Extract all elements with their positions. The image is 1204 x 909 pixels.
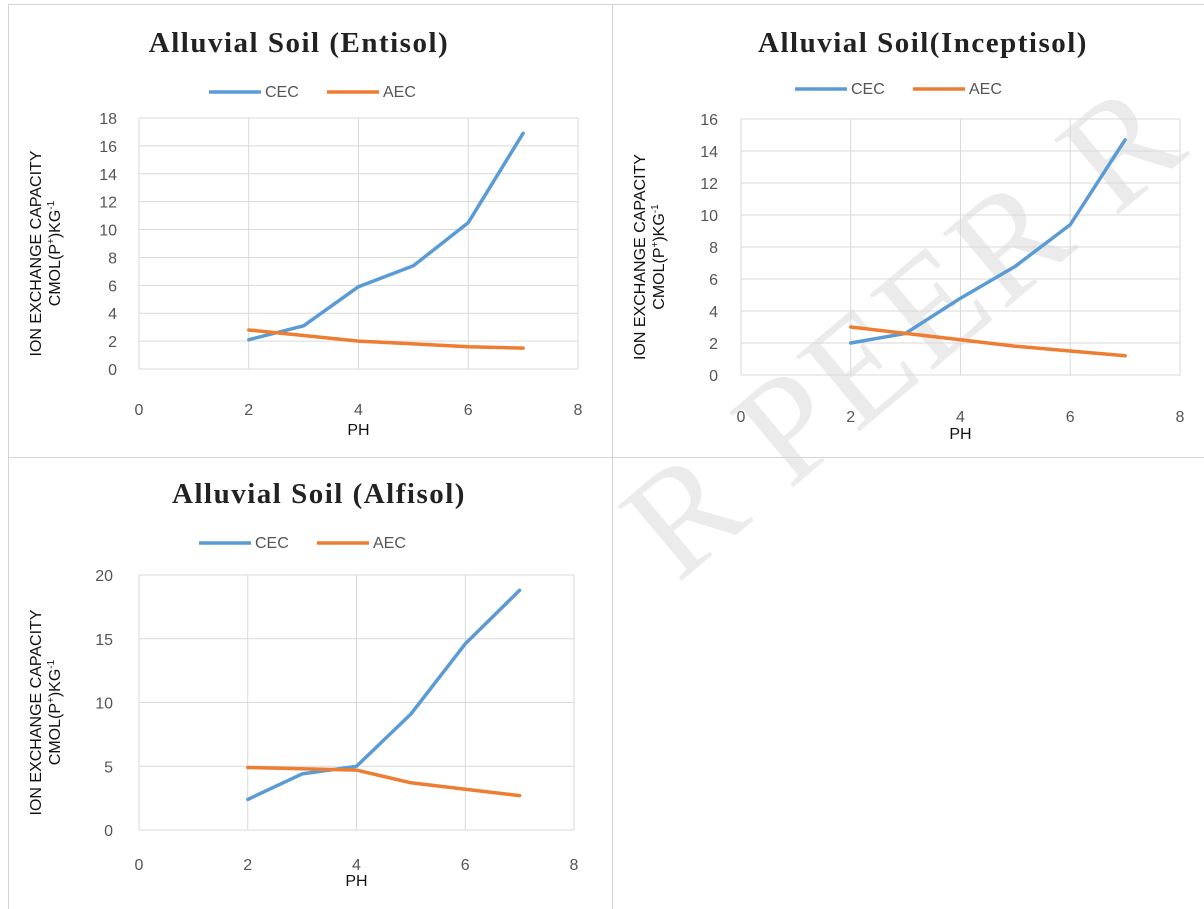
y-tick-label: 16 (99, 139, 117, 156)
legend-label-cec: CEC (265, 84, 299, 101)
chart-panel-inceptisol: Alluvial Soil(Inceptisol) CEC AEC 0 2 4 6 8 10 12… (613, 5, 1204, 457)
y-tick-label: 0 (108, 362, 117, 379)
chart-entisol: Alluvial Soil (Entisol) CEC AEC 0 2 4 6 8 10 12 14… (28, 27, 583, 439)
x-tick-label: 6 (1066, 409, 1075, 426)
chart-alfisol: Alluvial Soil (Alfisol) CEC AEC 0 5 10 15 20 0 2 4… (28, 478, 579, 890)
y-tick-label: 4 (108, 306, 117, 323)
y-tick-label: 15 (95, 632, 113, 649)
legend-label-aec: AEC (969, 81, 1002, 98)
legend: CEC AEC (795, 81, 1002, 98)
y-axis-label-mid: )KG (651, 213, 668, 241)
y-tick-label: 4 (709, 304, 718, 321)
y-tick-label: 0 (104, 823, 113, 840)
series-line-cec (247, 131, 525, 342)
y-axis-label-mid: )KG (47, 669, 64, 697)
y-tick-label: 20 (95, 568, 113, 585)
y-tick-label: 8 (709, 240, 718, 257)
series-line-cec (246, 588, 522, 802)
legend: CEC AEC (209, 84, 416, 101)
legend-label-cec: CEC (255, 535, 289, 552)
legend-label-aec: AEC (373, 535, 406, 552)
y-tick-label: 14 (99, 167, 117, 184)
chart-title: Alluvial Soil (Entisol) (149, 27, 449, 59)
chart-inceptisol: Alluvial Soil(Inceptisol) CEC AEC 0 2 4 6 8 10 12… (632, 27, 1185, 443)
chart-title: Alluvial Soil (Alfisol) (172, 478, 466, 510)
series-line-aec (247, 328, 525, 350)
x-axis-label: PH (345, 873, 367, 890)
series-line-aec (246, 765, 522, 798)
y-axis-label-line1: ION EXCHANGE CAPACITY (28, 150, 45, 356)
x-tick-label: 2 (243, 857, 252, 874)
chart-title: Alluvial Soil(Inceptisol) (758, 27, 1088, 59)
y-tick-label: 6 (108, 278, 117, 295)
y-axis-label-line2: CMOL(P (47, 703, 64, 765)
chart-panel-alfisol: Alluvial Soil (Alfisol) CEC AEC 0 5 10 15 20 0 2 4… (9, 458, 612, 909)
y-tick-label: 8 (108, 250, 117, 267)
y-tick-label: 12 (700, 176, 718, 193)
y-tick-label: 10 (700, 208, 718, 225)
y-tick-label: 2 (709, 336, 718, 353)
grid-border-top (8, 4, 1204, 5)
y-axis-label: ION EXCHANGE CAPACITY CMOL(P+)KG-1 (28, 609, 64, 815)
y-tick-label: 0 (709, 368, 718, 385)
legend-label-aec: AEC (383, 84, 416, 101)
y-axis-label-line1: ION EXCHANGE CAPACITY (28, 609, 45, 815)
y-tick-label: 10 (99, 223, 117, 240)
y-axis-label: ION EXCHANGE CAPACITY CMOL(P+)KG-1 (632, 154, 668, 360)
legend: CEC AEC (199, 535, 406, 552)
y-tick-label: 18 (99, 111, 117, 128)
x-tick-label: 6 (461, 857, 470, 874)
x-tick-label: 0 (737, 409, 746, 426)
y-tick-label: 10 (95, 696, 113, 713)
y-tick-label: 6 (709, 272, 718, 289)
x-axis-label: PH (949, 426, 971, 443)
y-axis-label-line2: CMOL(P (651, 247, 668, 309)
x-tick-label: 4 (956, 409, 965, 426)
y-axis-label-mid: )KG (47, 210, 64, 238)
x-axis-label: PH (347, 422, 369, 439)
y-tick-label: 5 (104, 759, 113, 776)
x-tick-label: 2 (846, 409, 855, 426)
x-tick-label: 4 (352, 857, 361, 874)
x-tick-label: 4 (354, 402, 363, 419)
x-tick-label: 8 (574, 402, 583, 419)
y-axis-label-sup: -1 (46, 659, 57, 668)
y-tick-label: 16 (700, 112, 718, 129)
grid-border-middle-horizontal (8, 457, 1204, 458)
series-line-cec (849, 138, 1127, 345)
grid-border-middle-vertical (612, 4, 613, 909)
x-tick-label: 2 (244, 402, 253, 419)
y-axis-label: ION EXCHANGE CAPACITY CMOL(P+)KG-1 (28, 150, 64, 356)
y-axis-label-sup: -1 (46, 200, 57, 209)
y-tick-label: 12 (99, 195, 117, 212)
y-tick-label: 2 (108, 334, 117, 351)
x-tick-label: 8 (1176, 409, 1185, 426)
grid-border-left (8, 4, 9, 909)
x-tick-label: 6 (464, 402, 473, 419)
y-axis-label-sup: -1 (650, 204, 661, 213)
x-tick-label: 0 (135, 402, 144, 419)
y-axis-label-line2: CMOL(P (47, 244, 64, 306)
chart-panel-entisol: Alluvial Soil (Entisol) CEC AEC 0 2 4 6 8 10 12 14… (9, 5, 612, 457)
y-axis-label-sup: + (650, 241, 661, 247)
y-tick-label: 14 (700, 144, 718, 161)
x-tick-label: 0 (135, 857, 144, 874)
x-tick-label: 8 (570, 857, 579, 874)
y-axis-label-line1: ION EXCHANGE CAPACITY (632, 154, 649, 360)
legend-label-cec: CEC (851, 81, 885, 98)
y-axis-label-sup: + (46, 238, 57, 244)
series-line-aec (849, 325, 1127, 358)
y-axis-label-sup: + (46, 697, 57, 703)
